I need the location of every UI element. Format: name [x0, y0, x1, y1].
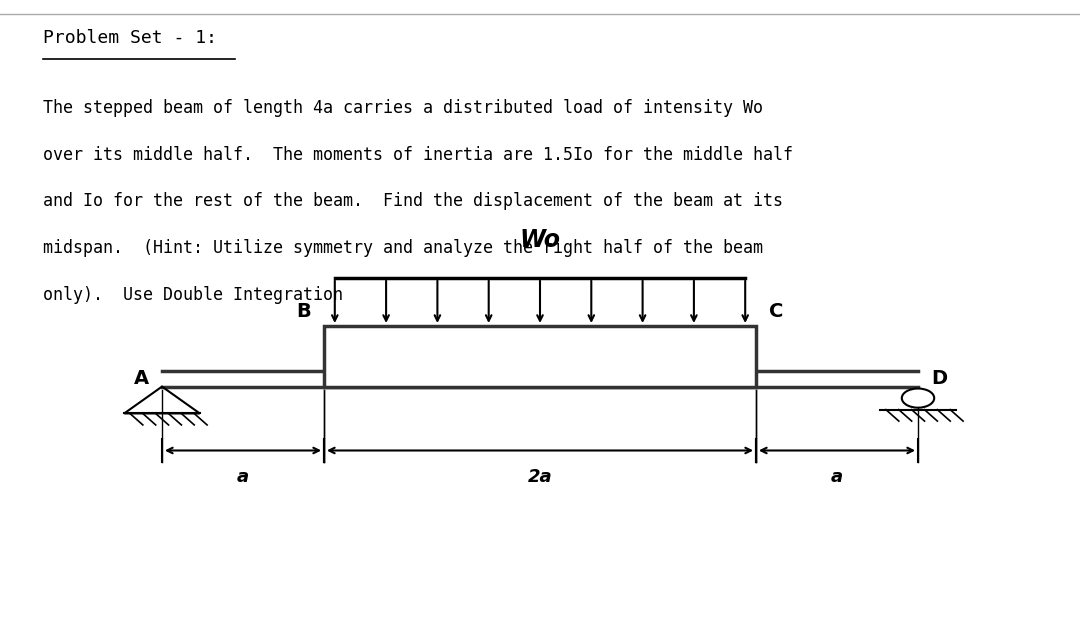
Text: Wo: Wo — [519, 228, 561, 252]
Text: D: D — [931, 369, 947, 388]
Text: over its middle half.  The moments of inertia are 1.5Io for the middle half: over its middle half. The moments of ine… — [43, 146, 793, 164]
Text: C: C — [769, 302, 783, 321]
Bar — [324, 326, 756, 387]
Text: a: a — [237, 468, 249, 486]
Text: B: B — [296, 302, 311, 321]
Point — [229, 56, 242, 63]
Text: A: A — [134, 369, 149, 388]
Text: The stepped beam of length 4a carries a distributed load of intensity Wo: The stepped beam of length 4a carries a … — [43, 99, 764, 117]
Text: and Io for the rest of the beam.  Find the displacement of the beam at its: and Io for the rest of the beam. Find th… — [43, 192, 783, 210]
Text: 2a: 2a — [528, 468, 552, 486]
Point — [37, 56, 50, 63]
Text: midspan.  (Hint: Utilize symmetry and analyze the right half of the beam: midspan. (Hint: Utilize symmetry and ana… — [43, 239, 764, 257]
Circle shape — [902, 389, 934, 408]
Text: only).  Use Double Integration: only). Use Double Integration — [43, 286, 343, 304]
Text: a: a — [831, 468, 843, 486]
Text: Problem Set - 1:: Problem Set - 1: — [43, 29, 217, 47]
